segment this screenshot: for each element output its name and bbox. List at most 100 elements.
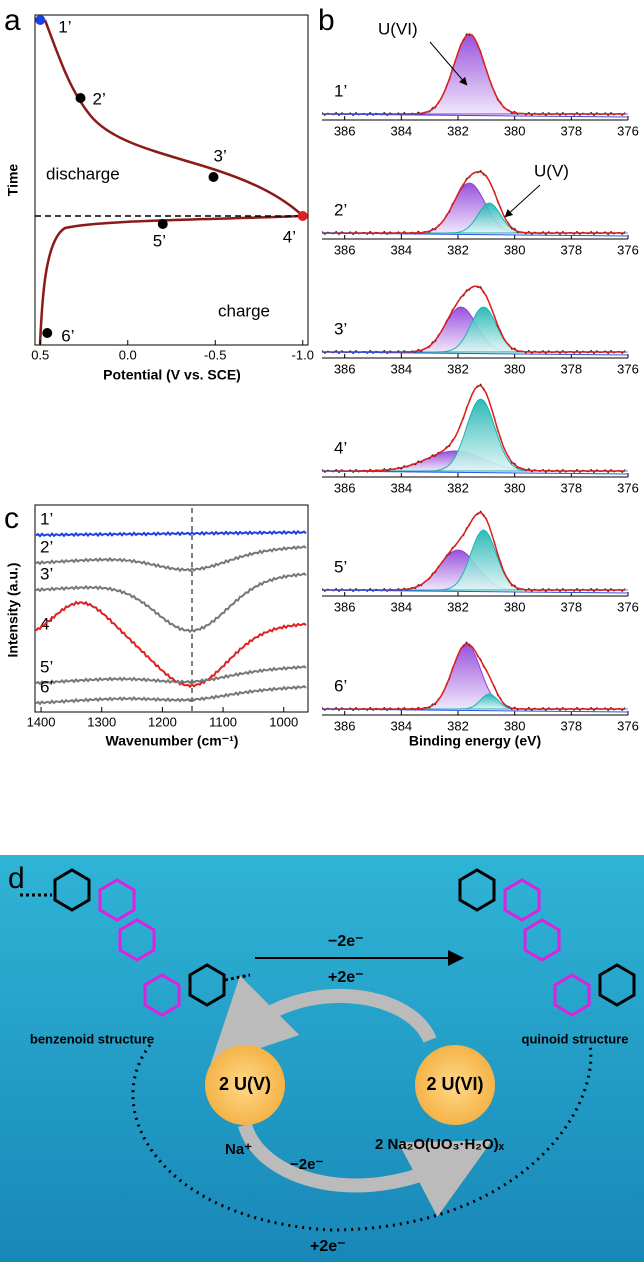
spectrum: [35, 684, 307, 706]
arrow: [210, 975, 437, 1065]
y-axis-label: Intensity (a.u.): [5, 563, 21, 658]
x-axis-label: Wavenumber (cm⁻¹): [106, 733, 239, 749]
annotation: charge: [218, 301, 270, 320]
x-axis-label: Binding energy (eV): [409, 733, 541, 749]
panel-a-marks: 0.5 0.0 -0.5 -1.0 1’ 2’ 3’ 4’ 5’ 6’: [31, 15, 314, 362]
baseline: [321, 232, 629, 237]
discharge-curve: [43, 19, 304, 217]
annotation: 2 Na₂O(UO₃·H₂O)ₓ: [375, 1136, 505, 1153]
x-tick-label: 378: [560, 718, 582, 733]
annotation: U(VI): [378, 19, 418, 38]
charge-curve: [38, 214, 304, 346]
baseline: [321, 470, 629, 475]
x-tick-label: 384: [390, 480, 412, 495]
x-tick-label: 1300: [87, 714, 116, 729]
spectrum: [35, 665, 307, 686]
annotation: Na⁺: [225, 1141, 252, 1158]
sample-label: 4’: [334, 438, 347, 457]
point: [297, 211, 308, 221]
peak: [322, 398, 628, 472]
baseline: [321, 351, 629, 356]
point-label: 1’: [58, 17, 71, 36]
arrow: [238, 1122, 493, 1217]
arrow: [429, 41, 468, 86]
x-tick-label: 380: [504, 480, 526, 495]
x-tick-label: 378: [560, 123, 582, 138]
x-tick-label: 384: [390, 361, 412, 376]
x-tick-label: 382: [447, 361, 469, 376]
background: [0, 855, 644, 1262]
point: [42, 328, 53, 338]
x-tick-label: 376: [617, 242, 639, 257]
plot-frame: [34, 14, 309, 346]
x-tick-label: 0.5: [31, 347, 49, 362]
sample-label: 5’: [334, 557, 347, 576]
x-tick-label: 378: [560, 361, 582, 376]
x-tick-label: 380: [504, 718, 526, 733]
x-tick-label: 382: [447, 480, 469, 495]
x-tick-label: 380: [504, 242, 526, 257]
state-circle: [415, 1045, 495, 1125]
point-label: 6’: [61, 326, 74, 345]
x-tick-label: 384: [390, 599, 412, 614]
annotation: U(V): [534, 161, 569, 180]
point-label: 2’: [93, 89, 106, 108]
panel-b: 1’ 386 384 382 380 378 376 2’ 386 384 382 380 378 376…: [321, 33, 639, 733]
arrow: [504, 184, 541, 218]
panel-label: c: [4, 502, 19, 535]
x-tick-label: 1400: [27, 714, 56, 729]
peak: [322, 643, 628, 710]
sample-label: 6’: [334, 676, 347, 695]
annotation: +2e⁻: [310, 1238, 346, 1255]
x-tick-label: 382: [447, 123, 469, 138]
x-tick-label: 376: [617, 599, 639, 614]
sample-label: 6’: [40, 677, 53, 696]
molecule: [20, 868, 636, 1017]
sample-label: 1’: [40, 509, 53, 528]
state-label: 2 U(V): [219, 1074, 271, 1094]
x-tick-label: 376: [617, 718, 639, 733]
spectrum: [35, 529, 307, 538]
x-tick-label: 1000: [269, 714, 298, 729]
panel-label: d: [8, 862, 25, 895]
x-tick-label: 386: [334, 718, 356, 733]
x-axis-label: Potential (V vs. SCE): [103, 367, 241, 383]
spectrum: [35, 600, 307, 689]
peak: [322, 529, 628, 591]
x-tick-label: 382: [447, 718, 469, 733]
structure-label: benzenoid structure: [30, 1031, 154, 1046]
annotation: −2e⁻: [328, 933, 364, 950]
point: [75, 93, 86, 103]
x-tick-label: 1100: [209, 714, 237, 729]
x-tick-label: 382: [447, 599, 469, 614]
fit-envelope: [322, 384, 626, 472]
x-tick-label: 378: [560, 599, 582, 614]
y-axis-label: Time: [5, 164, 21, 197]
sample-label: 1’: [334, 81, 347, 100]
x-tick-label: 380: [504, 123, 526, 138]
baseline: [321, 113, 629, 118]
point: [157, 219, 168, 229]
sample-label: 2’: [334, 200, 347, 219]
state-label: 2 U(VI): [426, 1074, 483, 1094]
peak: [322, 306, 628, 353]
sample-label: 2’: [40, 537, 53, 556]
x-tick-label: 386: [334, 480, 356, 495]
x-tick-label: 376: [617, 123, 639, 138]
peak: [322, 33, 628, 115]
x-tick-label: 386: [334, 242, 356, 257]
x-tick-label: 0.0: [119, 347, 137, 362]
annotation: discharge: [46, 164, 120, 183]
spectrum: [35, 545, 307, 573]
spectrum: [35, 572, 307, 634]
x-tick-label: 386: [334, 361, 356, 376]
x-tick-label: 378: [560, 242, 582, 257]
annotation: −2e⁻: [290, 1156, 323, 1173]
point: [35, 15, 46, 25]
point-label: 5’: [153, 231, 166, 250]
x-tick-label: -0.5: [204, 347, 226, 362]
sample-label: 3’: [334, 319, 347, 338]
sample-label: 3’: [40, 564, 53, 583]
